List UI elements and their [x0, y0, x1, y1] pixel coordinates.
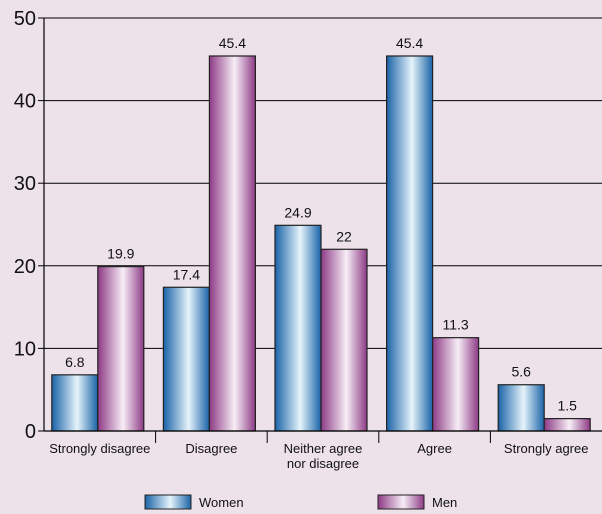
legend-swatch-women [144, 494, 192, 510]
bar-men-2 [320, 248, 368, 432]
data-label-men-1: 45.4 [219, 35, 246, 51]
legend: Women Men [144, 494, 457, 510]
bar-men-1 [208, 55, 256, 432]
category-label: Neither agree [284, 441, 363, 456]
y-tick-label: 0 [25, 421, 36, 443]
bar-men-4 [543, 418, 591, 432]
category-label: Strongly agree [504, 441, 589, 456]
data-label-men-0: 19.9 [107, 246, 134, 262]
data-label-women-3: 45.4 [396, 35, 423, 51]
data-label-women-4: 5.6 [511, 364, 531, 380]
bar-men-0 [97, 266, 145, 432]
category-label: Disagree [185, 441, 237, 456]
y-tick-label: 20 [14, 256, 36, 278]
bars [51, 55, 591, 432]
axes [43, 18, 602, 432]
bar-women-3 [386, 55, 434, 432]
bar-women-2 [274, 224, 322, 432]
y-tick-label: 50 [14, 8, 36, 30]
y-tick-label: 40 [14, 91, 36, 113]
data-label-men-3: 11.3 [442, 317, 468, 333]
category-label: Agree [417, 441, 452, 456]
bar-women-0 [51, 374, 99, 432]
y-tick-label: 30 [14, 173, 36, 195]
legend-label-women: Women [199, 495, 244, 510]
category-label: Strongly disagree [49, 441, 150, 456]
category-label: nor disagree [287, 456, 359, 471]
data-label-women-0: 6.8 [65, 354, 85, 370]
data-label-men-4: 1.5 [557, 398, 577, 414]
legend-swatch-men [377, 494, 425, 510]
bar-men-3 [432, 337, 480, 432]
data-label-men-2: 22 [336, 228, 352, 244]
bar-women-4 [497, 384, 545, 432]
data-label-women-2: 24.9 [284, 204, 311, 220]
data-label-women-1: 17.4 [173, 266, 200, 282]
bar-women-1 [162, 286, 210, 432]
legend-label-men: Men [432, 495, 457, 510]
y-tick-label: 10 [14, 338, 36, 360]
labels: 0 10 20 30 40 50 6.8 19.9 Strongly disagree 17.4 4… [14, 8, 589, 471]
